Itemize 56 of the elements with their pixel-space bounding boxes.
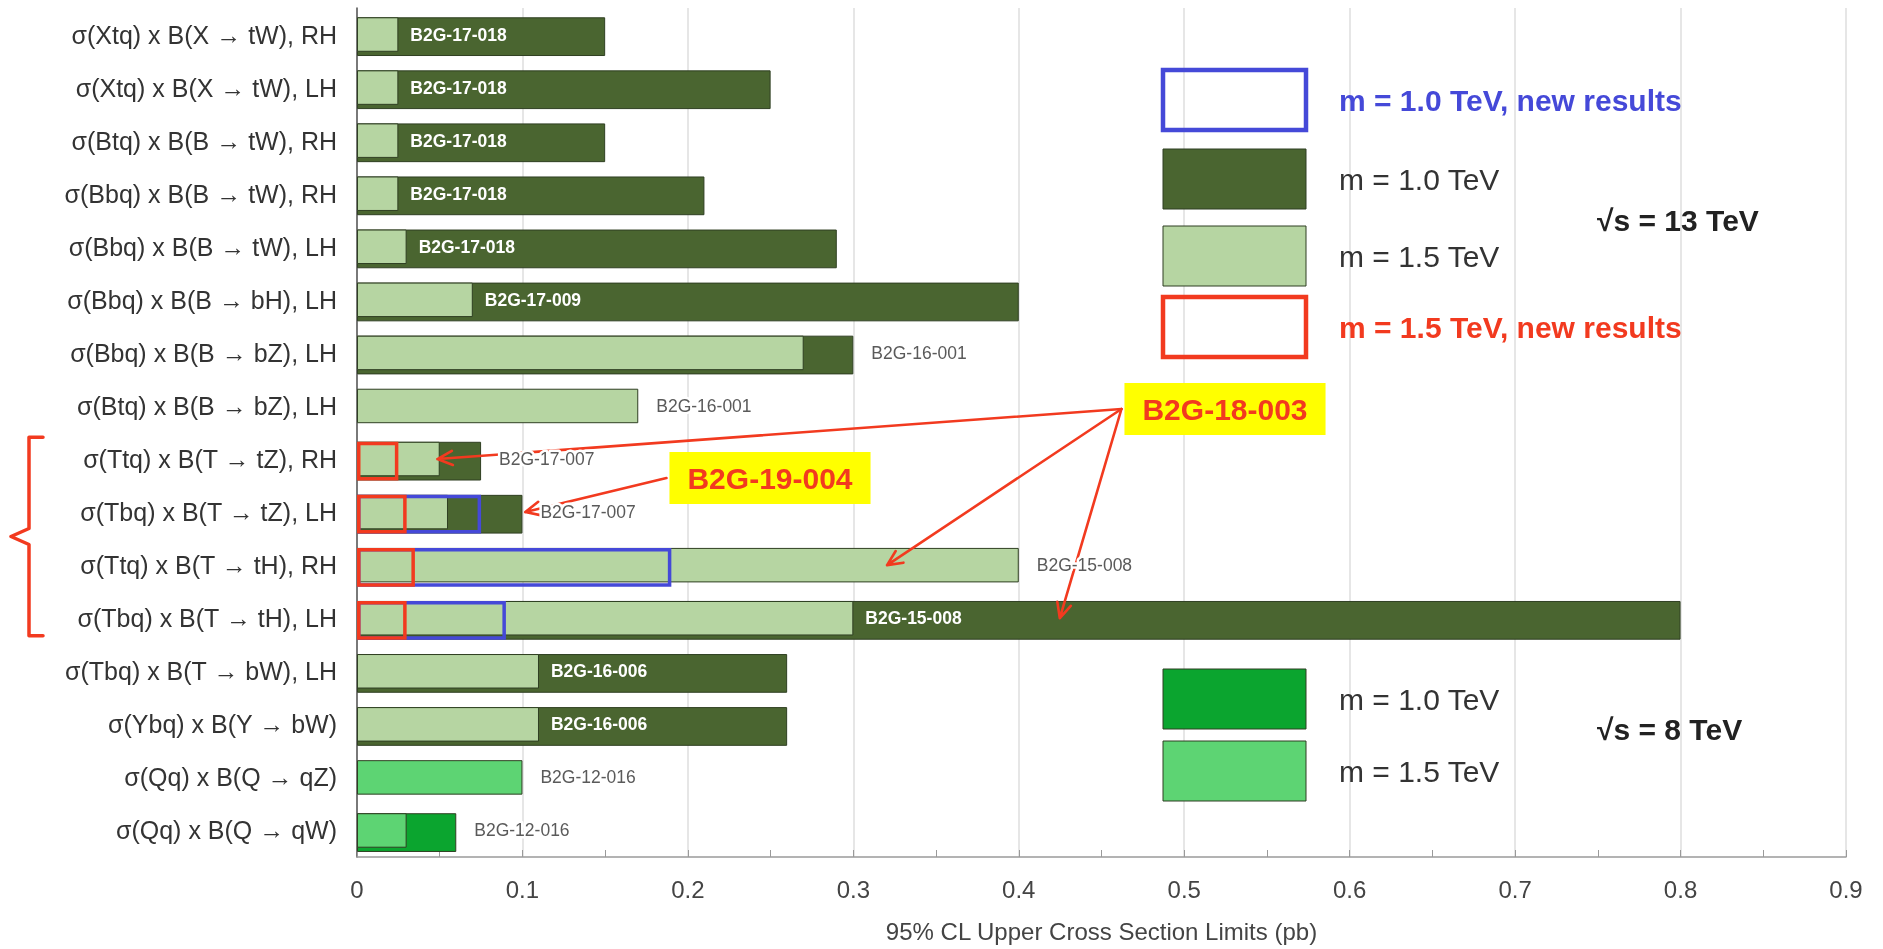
x-tick-label: 0.5: [1167, 875, 1201, 903]
annotation: √s = 13 TeV: [1597, 203, 1759, 237]
y-tick-label: σ(Bbq) x B(B → tW), LH: [68, 232, 337, 261]
x-tick-label: 0.6: [1332, 875, 1367, 903]
x-tick-label: 0.8: [1663, 875, 1698, 903]
y-tick-label: σ(Tbq) x B(T → tZ), LH: [80, 498, 337, 527]
annotation: B2G-18-003: [1142, 392, 1308, 426]
annotation: √s = 8 TeV: [1597, 712, 1743, 746]
x-tick-label: 0.9: [1829, 875, 1863, 903]
legend-label: m = 1.5 TeV, new results: [1339, 310, 1682, 344]
x-tick-label: 0.3: [836, 875, 871, 903]
y-tick-label: σ(Bbq) x B(B → tW), RH: [64, 179, 337, 208]
annotation: B2G-16-006: [550, 714, 648, 735]
x-tick-label: 0: [350, 875, 364, 903]
x-tick-label: 0.1: [505, 875, 540, 903]
annotation: B2G-17-018: [418, 236, 516, 257]
annotation: B2G-16-001: [871, 342, 967, 363]
y-tick-label: σ(Bbq) x B(B → bH), LH: [67, 285, 337, 314]
y-tick-label: σ(Btq) x B(B → bZ), LH: [77, 391, 337, 420]
annotation: B2G-16-001: [656, 395, 752, 416]
legend-label: m = 1.0 TeV, new results: [1339, 83, 1682, 117]
legend-label: m = 1.0 TeV: [1339, 162, 1500, 196]
bar: [357, 388, 639, 424]
legend-label: m = 1.5 TeV: [1339, 754, 1500, 788]
y-tick-label: σ(Ybq) x B(Y → bW): [108, 710, 337, 739]
annotation: B2G-19-004: [687, 461, 853, 495]
bar: [357, 229, 837, 269]
annotation: B2G-17-009: [484, 289, 582, 310]
annotation: B2G-17-007: [540, 502, 636, 523]
y-tick-label: σ(Qq) x B(Q → qW): [116, 816, 337, 845]
legend-label: m = 1.5 TeV: [1339, 239, 1500, 273]
x-tick-label: 0.4: [1002, 875, 1036, 903]
y-tick-label: σ(Xtq) x B(X → tW), LH: [75, 73, 337, 102]
x-axis-title: 95% CL Upper Cross Section Limits (pb): [885, 917, 1318, 945]
y-tick-label: σ(Tbq) x B(T → bW), LH: [65, 657, 337, 686]
x-tick-label: 0.7: [1498, 875, 1532, 903]
annotation: B2G-12-016: [540, 767, 636, 788]
bar: [357, 760, 523, 795]
y-tick-label: σ(Xtq) x B(X → tW), RH: [71, 20, 337, 49]
annotation: B2G-17-018: [410, 24, 507, 45]
y-tick-label: σ(Qq) x B(Q → qZ): [124, 763, 337, 792]
annotation: B2G-17-018: [410, 130, 507, 151]
y-tick-label: σ(Btq) x B(B → tW), RH: [71, 126, 337, 155]
annotation: B2G-16-006: [550, 661, 648, 682]
y-tick-label: σ(Bbq) x B(B → bZ), LH: [70, 338, 337, 367]
annotation: B2G-17-007: [499, 449, 595, 470]
x-tick-label: 0.2: [671, 875, 705, 903]
annotation: B2G-12-016: [474, 820, 570, 841]
y-tick-label: σ(Ttq) x B(T → tZ), RH: [83, 445, 337, 474]
legend-label: m = 1.0 TeV: [1339, 682, 1500, 716]
annotation: B2G-17-018: [410, 77, 507, 98]
bar: [357, 70, 771, 110]
annotation: B2G-17-018: [410, 183, 507, 204]
y-tick-label: σ(Ttq) x B(T → tH), RH: [80, 551, 337, 580]
annotation: B2G-15-008: [865, 608, 962, 629]
y-tick-label: σ(Tbq) x B(T → tH), LH: [77, 604, 337, 633]
